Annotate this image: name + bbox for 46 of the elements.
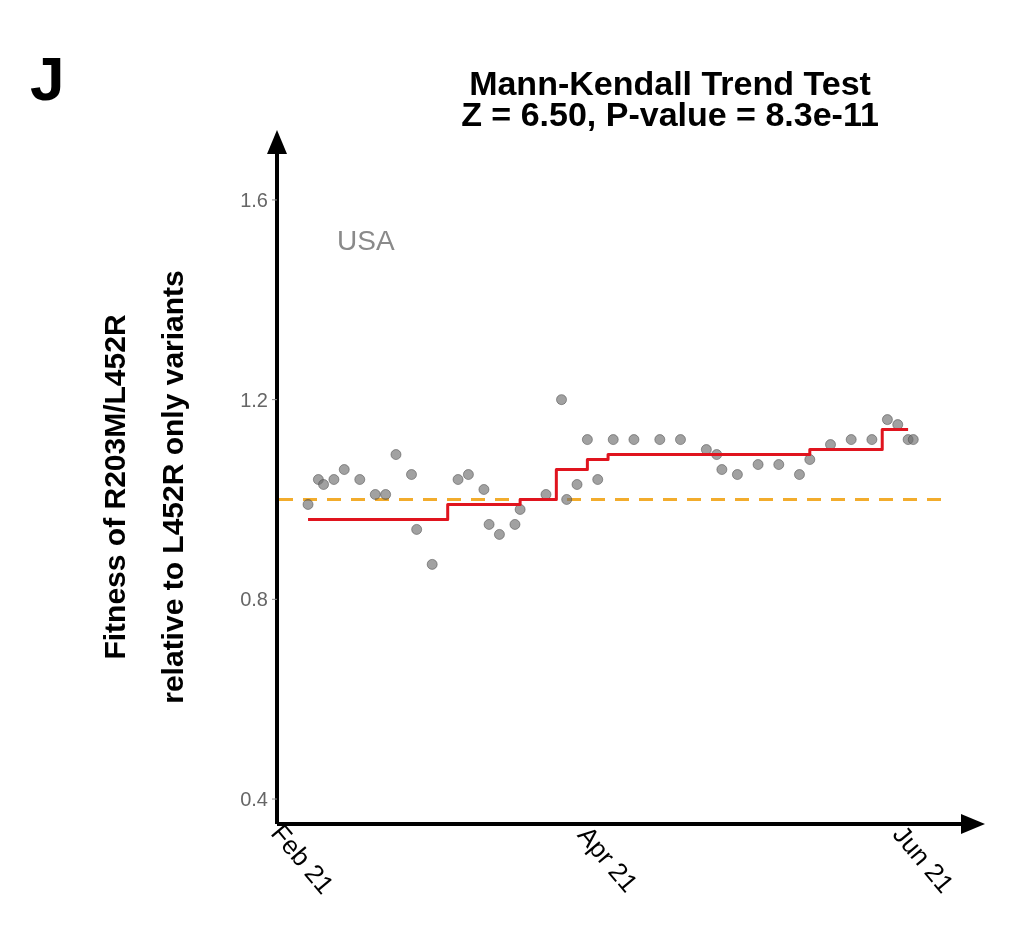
x-tick-label: Apr 21 — [571, 820, 645, 899]
point — [773, 459, 785, 471]
point — [509, 518, 521, 530]
y-tick-label: 1.2 — [240, 388, 268, 411]
point — [411, 523, 423, 535]
text: J — [30, 44, 65, 113]
annotation: USA — [337, 225, 395, 256]
point — [716, 464, 728, 476]
point — [338, 464, 350, 476]
point — [478, 484, 490, 495]
point — [426, 558, 438, 570]
point — [581, 434, 593, 446]
point — [380, 488, 392, 500]
point — [628, 434, 640, 446]
point — [881, 414, 893, 426]
y-axis-title: Fitness of R203M/L452R relative to L452R only variants — [98, 270, 189, 704]
y-tick-label: 1.6 — [240, 188, 268, 211]
point — [845, 434, 857, 446]
point — [731, 469, 743, 481]
point — [592, 474, 604, 486]
point — [390, 449, 402, 461]
x-tick-label: Feb 21 — [265, 818, 341, 900]
point — [406, 469, 417, 481]
point — [318, 479, 330, 490]
point — [369, 488, 381, 500]
point — [302, 498, 314, 510]
point — [752, 459, 764, 471]
point — [556, 394, 568, 406]
y-tick-label: 0.4 — [240, 788, 268, 811]
point — [354, 474, 366, 486]
point — [793, 469, 805, 481]
point — [571, 479, 583, 490]
point — [452, 474, 464, 486]
point — [607, 434, 619, 446]
point — [907, 434, 919, 446]
point — [493, 528, 505, 540]
point — [561, 493, 573, 505]
point — [462, 469, 474, 481]
point — [674, 434, 686, 446]
point — [866, 434, 878, 446]
point — [483, 518, 495, 530]
y-tick-label: 0.8 — [240, 588, 268, 611]
x-tick-label: Jun 21 — [886, 819, 961, 899]
point — [804, 454, 816, 466]
point — [328, 474, 340, 486]
point — [654, 434, 666, 446]
